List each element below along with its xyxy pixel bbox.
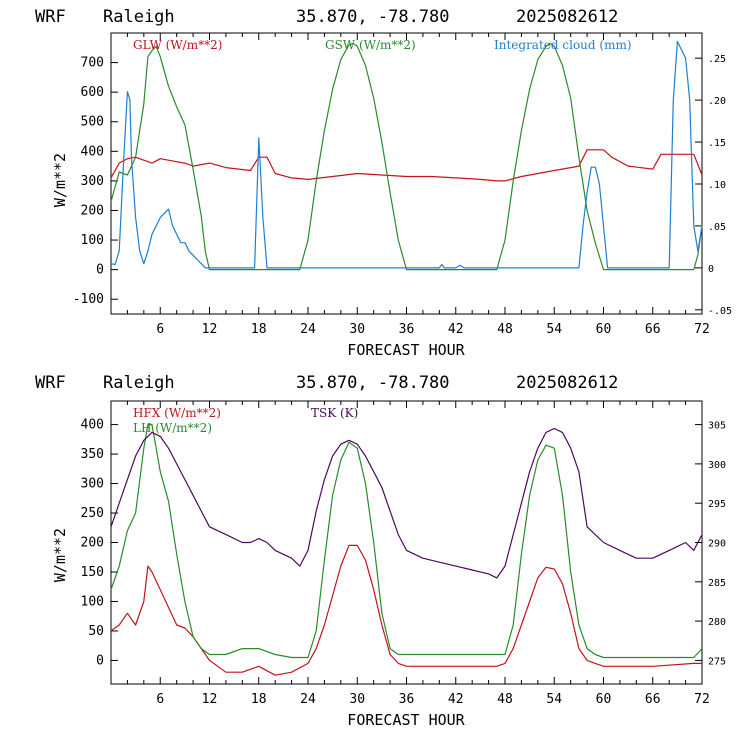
series-line-integrated-cloud (110, 40, 703, 269)
y-tick-label: 150 (81, 565, 104, 580)
header-model: WRF (35, 7, 66, 27)
x-tick-label: 12 (202, 692, 218, 707)
series-lines (110, 40, 703, 271)
y-tick-label: 400 (81, 418, 104, 433)
y-tick-label: 400 (81, 144, 104, 159)
y-tick-label: 350 (81, 447, 104, 462)
header-site: Raleigh (103, 373, 175, 393)
y2-tick-label: 285 (708, 578, 726, 589)
y2-tick-label: 305 (708, 421, 726, 432)
y-tick-label: 250 (81, 506, 104, 521)
y2-tick-label: .05 (708, 222, 726, 233)
y-tick-label: 500 (81, 115, 104, 130)
legend-tsk: TSK (K) (311, 406, 358, 420)
panel-top: WRF Raleigh 35.870, -78.780 2025082612 6… (35, 7, 732, 359)
legend-glw: GLW (W/m**2) (133, 38, 222, 52)
y-tick-label: 200 (81, 536, 104, 551)
x-tick-label: 6 (156, 692, 164, 707)
y2-tick-label: 275 (708, 656, 726, 667)
series-lines (110, 424, 703, 676)
x-tick-label: 54 (546, 322, 562, 337)
y-tick-label: 200 (81, 203, 104, 218)
y2-tick-label: 290 (708, 539, 726, 550)
y-axis-ticks: 6 12 18 24 30 36 42 48 54 60 66 72 0 50 100 150 200 250 30… (81, 401, 726, 707)
legend-cloud: Integrated cloud (mm) (494, 38, 632, 52)
y-tick-label: 600 (81, 85, 104, 100)
header-init: 2025082612 (516, 373, 618, 393)
x-tick-label: 48 (497, 692, 513, 707)
y2-tick-label: .20 (708, 96, 726, 107)
y2-tick-label: -.05 (708, 306, 732, 317)
x-tick-label: 36 (399, 692, 415, 707)
y2-tick-label: 280 (708, 617, 726, 628)
y-axis-label: W/m**2 (51, 528, 69, 582)
header-coords: 35.870, -78.780 (296, 7, 450, 27)
x-tick-label: 54 (546, 692, 562, 707)
x-tick-label: 30 (349, 322, 365, 337)
header-coords: 35.870, -78.780 (296, 373, 450, 393)
y-tick-label: -100 (73, 292, 104, 307)
header-init: 2025082612 (516, 7, 618, 27)
header-site: Raleigh (103, 7, 175, 27)
x-tick-label: 42 (448, 322, 464, 337)
x-tick-label: 30 (349, 692, 365, 707)
y-tick-label: 100 (81, 233, 104, 248)
legend-lh: LH (W/m**2) (133, 421, 212, 435)
x-tick-label: 12 (202, 322, 218, 337)
x-tick-label: 72 (694, 692, 710, 707)
header-model: WRF (35, 373, 66, 393)
x-tick-label: 18 (251, 322, 267, 337)
series-line-hfx (110, 544, 702, 676)
y2-tick-label: .10 (708, 180, 726, 191)
legend-hfx: HFX (W/m**2) (133, 406, 221, 420)
x-tick-label: 18 (251, 692, 267, 707)
x-tick-label: 66 (645, 692, 661, 707)
series-line-glw (110, 149, 703, 182)
x-tick-label: 60 (596, 322, 612, 337)
y-tick-label: 0 (96, 263, 104, 278)
x-tick-label: 36 (399, 322, 415, 337)
plot-frame (110, 32, 703, 315)
x-tick-label: 72 (694, 322, 710, 337)
x-axis-label: FORECAST HOUR (347, 711, 465, 729)
panel-bottom: WRF Raleigh 35.870, -78.780 2025082612 6… (35, 373, 726, 729)
series-line-tsk (110, 427, 703, 579)
y2-tick-label: .15 (708, 138, 726, 149)
x-tick-label: 24 (300, 692, 316, 707)
y-tick-label: 300 (81, 174, 104, 189)
y-tick-label: 50 (88, 624, 104, 639)
y-tick-label: 700 (81, 56, 104, 71)
x-tick-label: 48 (497, 322, 513, 337)
x-tick-label: 42 (448, 692, 464, 707)
x-tick-label: 6 (156, 322, 164, 337)
series-line-gsw (110, 42, 703, 271)
y2-tick-label: .25 (708, 54, 726, 65)
x-tick-label: 60 (596, 692, 612, 707)
legend-gsw: GSW (W/m**2) (325, 38, 416, 52)
y-axis-label: W/m**2 (51, 153, 69, 207)
y-tick-label: 0 (96, 653, 104, 668)
y-tick-label: 300 (81, 477, 104, 492)
y-tick-label: 100 (81, 594, 104, 609)
y2-tick-label: 300 (708, 460, 726, 471)
series-line-lh (110, 424, 703, 659)
x-tick-label: 24 (300, 322, 316, 337)
x-tick-label: 66 (645, 322, 661, 337)
y2-tick-label: 295 (708, 499, 726, 510)
x-axis-label: FORECAST HOUR (347, 341, 465, 359)
y-axis-ticks: 6 12 18 24 30 36 42 48 54 60 66 72 -100 0 100 200 300 400… (73, 33, 732, 337)
y2-tick-label: 0 (708, 264, 714, 275)
plot-frame (110, 400, 703, 685)
